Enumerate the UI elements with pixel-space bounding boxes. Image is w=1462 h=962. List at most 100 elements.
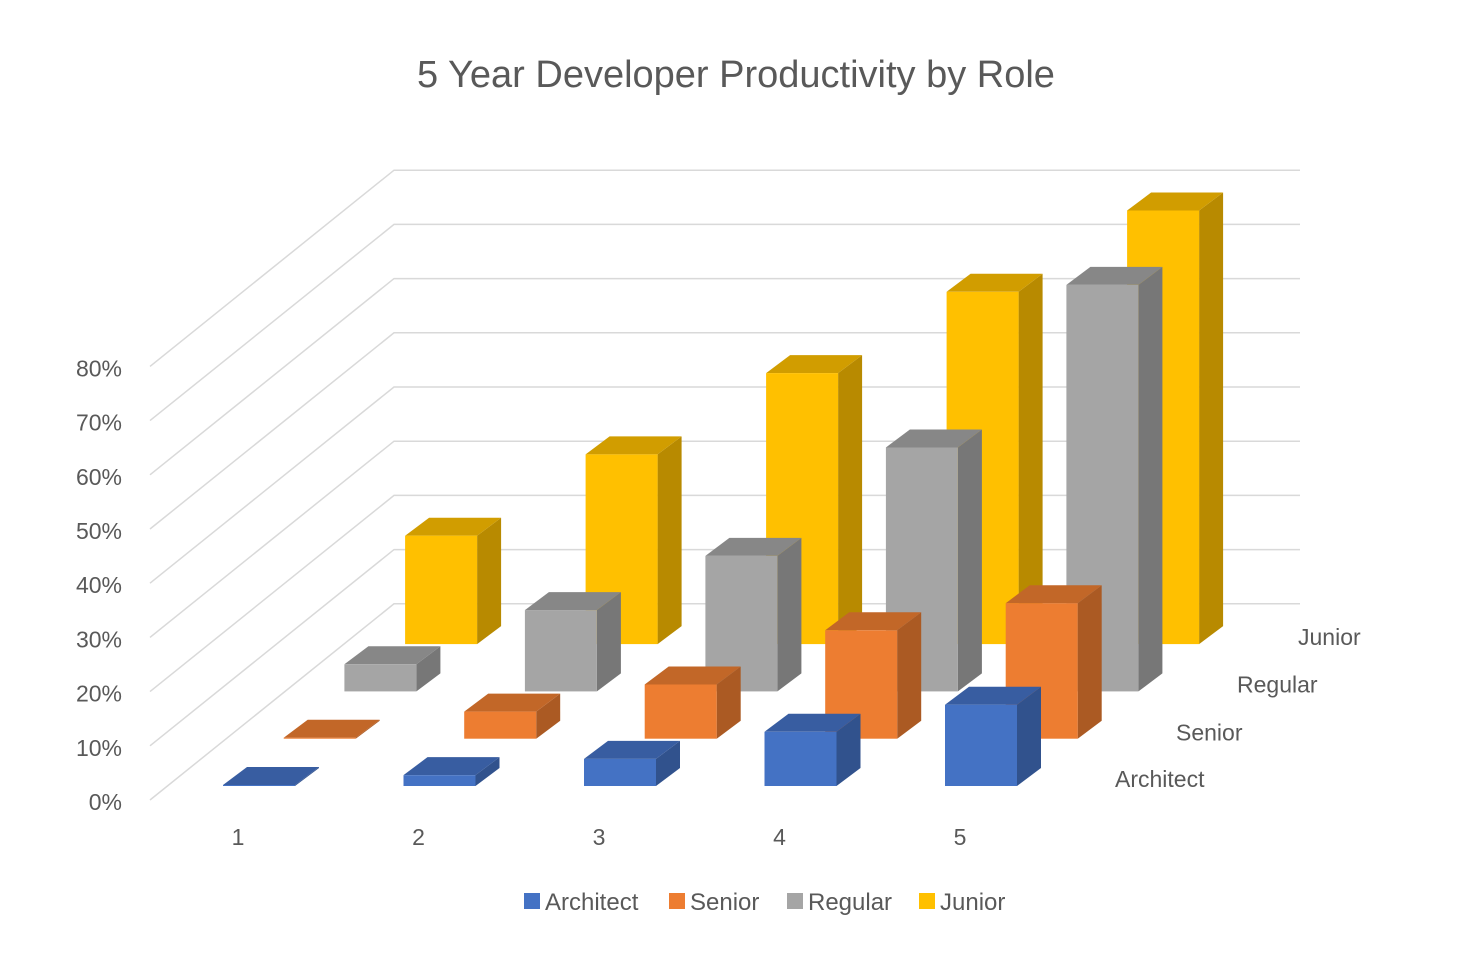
bar-side [716, 666, 741, 739]
legend-swatch [669, 893, 685, 909]
bar-side [1018, 273, 1043, 645]
bar-regular-3 [705, 537, 802, 692]
bar-side [596, 592, 621, 692]
bar-side [656, 740, 680, 786]
bar-side [957, 429, 982, 692]
bar-side [295, 767, 319, 786]
x-axis-ticks: 1 2 3 4 5 [232, 824, 967, 850]
legend-swatch [919, 893, 935, 909]
bar-front [764, 731, 837, 786]
bar-junior-1 [405, 517, 502, 645]
bar-top [825, 612, 922, 631]
bar-side [355, 719, 380, 739]
bar-top [344, 646, 441, 665]
y-tick-label: 50% [76, 518, 122, 544]
bar-top [644, 666, 741, 685]
legend: Architect Senior Regular Junior [524, 889, 1005, 916]
bar-side [657, 436, 682, 645]
bar-front [584, 758, 656, 786]
x-tick-label: 1 [232, 824, 245, 850]
bar-regular-4 [885, 429, 982, 692]
y-tick-label: 20% [76, 681, 122, 707]
bar-side [1199, 192, 1224, 645]
bar-architect-5 [945, 686, 1041, 786]
legend-label: Junior [940, 889, 1005, 916]
legend-label: Senior [690, 889, 759, 916]
legend-swatch [524, 893, 540, 909]
gridline [149, 223, 1300, 422]
bar-front [644, 684, 717, 739]
depth-label-regular: Regular [1237, 671, 1318, 697]
bar-front [405, 535, 478, 645]
bar-front [945, 704, 1017, 786]
bar-side [536, 693, 561, 739]
bar-senior-2 [464, 693, 561, 739]
bar-front [223, 785, 295, 786]
bar-top [283, 719, 380, 738]
gridline [149, 169, 1300, 367]
legend-item-regular: Regular [787, 889, 892, 916]
legend-label: Architect [545, 889, 639, 916]
bar-top [585, 436, 682, 455]
bar-top [946, 273, 1043, 292]
y-tick-label: 0% [89, 789, 122, 815]
bar-side [897, 612, 922, 739]
x-tick-label: 3 [593, 824, 606, 850]
bar-top [1005, 585, 1102, 604]
bar-senior-1 [283, 719, 380, 739]
bar-regular-1 [344, 646, 441, 692]
depth-label-junior: Junior [1298, 624, 1361, 650]
y-tick-label: 10% [76, 735, 122, 761]
y-tick-label: 80% [76, 355, 122, 381]
bar-side [1077, 585, 1102, 739]
bar-top [885, 429, 982, 448]
bar-top [766, 355, 863, 374]
bar-regular-2 [524, 592, 621, 692]
bar-top [945, 686, 1041, 705]
bar-side [836, 713, 861, 786]
bar-side [416, 646, 441, 692]
bar-side [1017, 686, 1041, 786]
y-tick-label: 30% [76, 626, 122, 652]
bar-top [1127, 192, 1224, 211]
legend-item-junior: Junior [919, 889, 1005, 916]
depth-label-senior: Senior [1176, 720, 1243, 746]
bar-top [1066, 266, 1163, 285]
x-tick-label: 5 [954, 824, 967, 850]
bar-side [475, 757, 500, 786]
bar-top [223, 767, 319, 785]
bar-front [283, 737, 356, 739]
x-tick-label: 4 [773, 824, 786, 850]
bar-top [405, 517, 502, 536]
chart-title: 5 Year Developer Productivity by Role [417, 54, 1055, 96]
bar-architect-3 [584, 740, 680, 786]
bar-front [344, 664, 417, 692]
bar-side [1138, 266, 1163, 692]
x-tick-label: 2 [412, 824, 425, 850]
y-axis-ticks: 0% 10% 20% 30% 40% 50% 60% 70% 80% [76, 355, 122, 815]
bar-top [584, 740, 680, 759]
bar-side [777, 537, 802, 692]
bar-architect-1 [223, 767, 319, 786]
bar-top [524, 592, 621, 611]
depth-label-architect: Architect [1115, 766, 1205, 792]
y-tick-label: 70% [76, 410, 122, 436]
legend-label: Regular [808, 889, 892, 916]
y-tick-label: 40% [76, 572, 122, 598]
bar-architect-4 [764, 713, 861, 786]
bar-front [464, 711, 537, 739]
gridlines [149, 169, 1300, 801]
bar-top [764, 713, 861, 732]
bar-front [403, 775, 476, 786]
legend-swatch [787, 893, 803, 909]
legend-item-senior: Senior [669, 889, 759, 916]
bars [223, 192, 1224, 786]
bar-side [838, 355, 863, 645]
depth-axis-labels: Architect Senior Regular Junior [1115, 624, 1361, 792]
y-tick-label: 60% [76, 464, 122, 490]
legend-item-architect: Architect [524, 889, 639, 916]
bar-architect-2 [403, 757, 500, 786]
bar-top [403, 757, 500, 776]
bar-top [705, 537, 802, 556]
